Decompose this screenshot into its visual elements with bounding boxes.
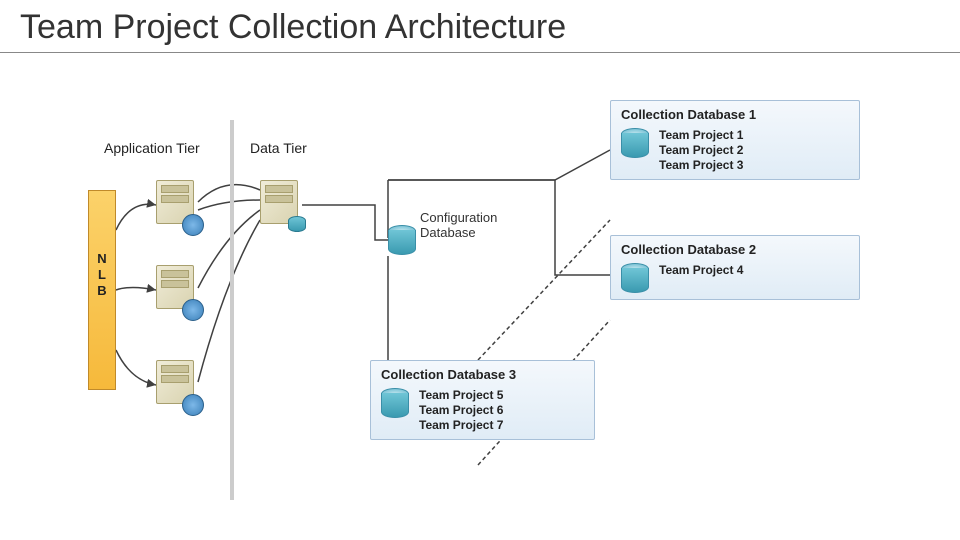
data-tier-server-icon — [260, 180, 302, 230]
app-server-icon — [156, 360, 198, 410]
data-tier-label: Data Tier — [250, 140, 307, 156]
architecture-diagram: N L B Application Tier Data Tier Configu… — [0, 60, 960, 540]
collection-database-box: Collection Database 1 Team Project 1Team … — [610, 100, 860, 180]
collection-database-box: Collection Database 2 Team Project 4 — [610, 235, 860, 300]
project-list: Team Project 1Team Project 2Team Project… — [659, 128, 743, 173]
page-title: Team Project Collection Architecture — [20, 8, 566, 47]
nlb-letter: N — [89, 251, 115, 267]
project-list: Team Project 5Team Project 6Team Project… — [419, 388, 503, 433]
collection-title: Collection Database 1 — [621, 107, 849, 122]
nlb-box: N L B — [88, 190, 116, 390]
collection-title: Collection Database 3 — [381, 367, 584, 382]
divider-line — [0, 52, 960, 53]
project-list: Team Project 4 — [659, 263, 743, 278]
tier-divider — [230, 120, 234, 500]
config-database-label: ConfigurationDatabase — [420, 210, 497, 240]
app-server-icon — [156, 180, 198, 230]
database-icon — [621, 128, 649, 158]
nlb-letter: L — [89, 267, 115, 283]
application-tier-label: Application Tier — [104, 140, 200, 156]
app-server-icon — [156, 265, 198, 315]
database-icon — [621, 263, 649, 293]
collection-database-box: Collection Database 3 Team Project 5Team … — [370, 360, 595, 440]
database-icon — [381, 388, 409, 418]
config-database-icon — [388, 225, 416, 255]
nlb-letter: B — [89, 283, 115, 299]
collection-title: Collection Database 2 — [621, 242, 849, 257]
